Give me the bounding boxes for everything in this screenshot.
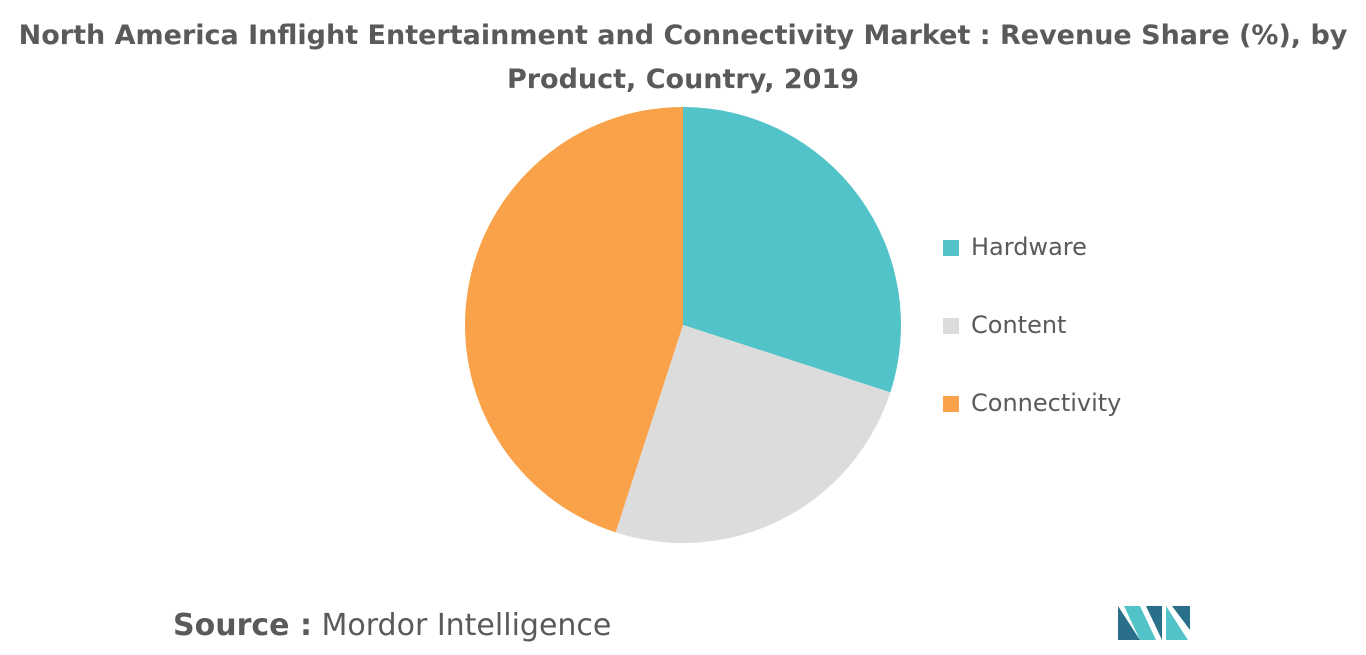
legend-label: Hardware <box>971 233 1087 261</box>
logo <box>1118 606 1190 640</box>
pie-slice <box>465 107 683 533</box>
legend-label: Content <box>971 311 1066 339</box>
legend-label: Connectivity <box>971 389 1121 417</box>
pie-slice <box>615 325 891 543</box>
legend-swatch <box>943 396 959 412</box>
source-label: Source : <box>173 608 312 643</box>
legend-swatch <box>943 240 959 256</box>
pie-slice <box>683 107 902 393</box>
source: Source : Mordor Intelligence <box>173 608 611 643</box>
legend-swatch <box>943 318 959 334</box>
source-text: Mordor Intelligence <box>321 608 612 643</box>
chart-title: North America Inflight Entertainment and… <box>18 20 1348 95</box>
